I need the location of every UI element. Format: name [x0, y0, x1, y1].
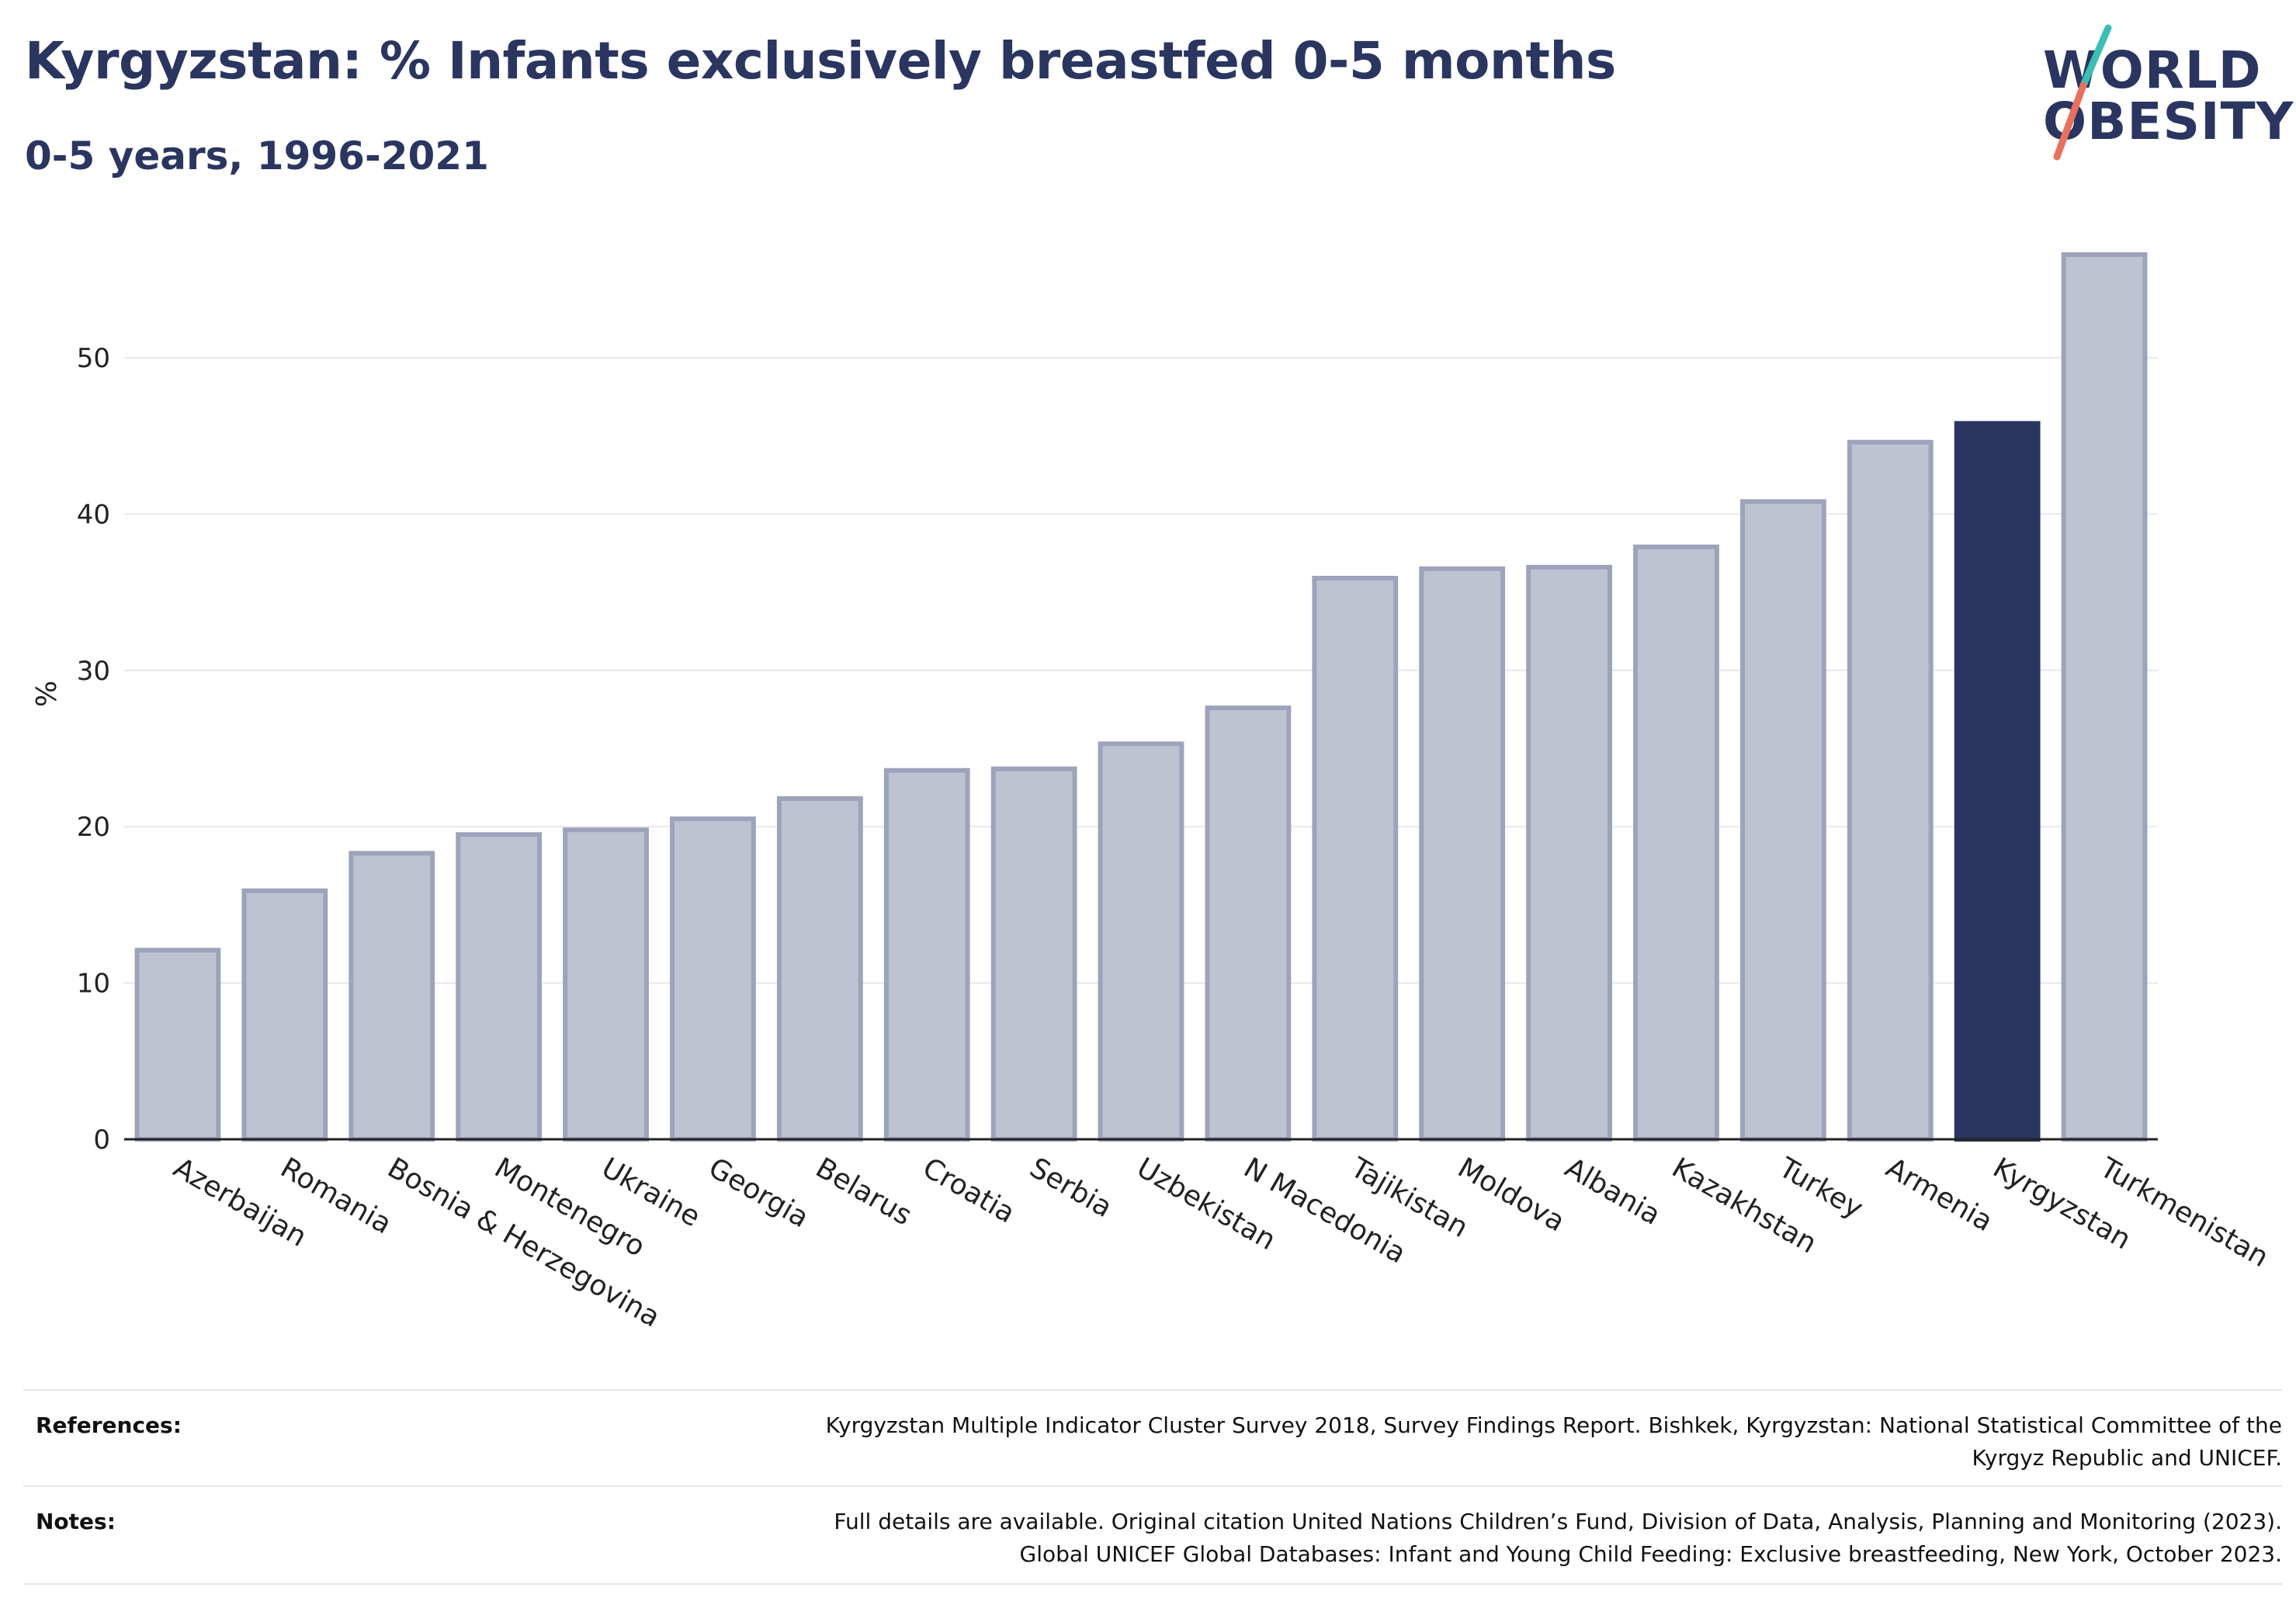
x-tick-label: Albania	[1559, 1152, 1666, 1232]
bar-kyrgyzstan	[1954, 421, 2041, 1142]
bar-armenia	[1847, 439, 1934, 1142]
bar-croatia	[883, 768, 970, 1142]
x-tick-label: Moldova	[1452, 1152, 1570, 1238]
notes-line-2: Global UNICEF Global Databases: Infant a…	[1019, 1541, 2282, 1567]
bar-tajikistan	[1312, 575, 1399, 1142]
y-tick-label: 50	[77, 343, 110, 374]
x-tick-label: Belarus	[810, 1152, 917, 1232]
bar-turkmenistan	[2061, 252, 2148, 1142]
x-tick-label: Armenia	[1881, 1152, 1998, 1238]
x-tick-label: Croatia	[917, 1152, 1021, 1229]
bar-albania	[1526, 564, 1612, 1142]
y-tick-label: 20	[77, 812, 110, 843]
bar-kazakhstan	[1633, 544, 1719, 1142]
y-axis-ticks: 0 10 20 30 40 50	[77, 343, 110, 1156]
x-tick-label: Turkmenistan	[2094, 1152, 2274, 1274]
chart-title: Kyrgyzstan: % Infants exclusively breast…	[25, 31, 1616, 91]
footer-notes-row: Notes: Full details are available. Origi…	[23, 1485, 2282, 1567]
bar-azerbaijan	[134, 948, 221, 1142]
y-axis-title: %	[31, 681, 63, 707]
bars	[134, 252, 2148, 1142]
bar-georgia	[670, 816, 756, 1142]
y-tick-label: 30	[77, 656, 110, 687]
chart-subtitle: 0-5 years, 1996-2021	[25, 133, 489, 178]
notes-label: Notes:	[36, 1509, 116, 1534]
bar-n-macedonia	[1205, 705, 1292, 1142]
bar-romania	[241, 888, 328, 1142]
bar-montenegro	[456, 832, 543, 1142]
bar-belarus	[776, 795, 863, 1142]
world-obesity-logo: WORLD OBESITY	[2018, 23, 2293, 163]
references-line-1: Kyrgyzstan Multiple Indicator Cluster Su…	[825, 1412, 2282, 1438]
bar-serbia	[990, 766, 1077, 1142]
y-tick-label: 0	[93, 1125, 110, 1156]
footer-references-row: References: Kyrgyzstan Multiple Indicato…	[23, 1389, 2282, 1471]
bar-turkey	[1739, 499, 1826, 1142]
references-line-2: Kyrgyz Republic and UNICEF.	[1972, 1445, 2282, 1471]
references-text: Kyrgyzstan Multiple Indicator Cluster Su…	[574, 1409, 2282, 1475]
x-tick-label: Serbia	[1025, 1152, 1118, 1224]
notes-text: Full details are available. Original cit…	[574, 1506, 2282, 1571]
logo-slash-icon	[2053, 24, 2112, 161]
references-label: References:	[36, 1412, 182, 1438]
bar-ukraine	[563, 827, 649, 1142]
bar-bosnia-herzegovina	[349, 851, 435, 1142]
y-tick-label: 10	[77, 969, 110, 1000]
bar-uzbekistan	[1098, 741, 1184, 1142]
footer-bottom-rule	[23, 1583, 2282, 1585]
notes-line-1: Full details are available. Original cit…	[834, 1509, 2282, 1534]
x-tick-label: Georgia	[703, 1152, 814, 1234]
bar-moldova	[1419, 566, 1506, 1142]
y-tick-label: 40	[77, 499, 110, 530]
logo-text-line2: OBESITY	[2043, 92, 2294, 151]
